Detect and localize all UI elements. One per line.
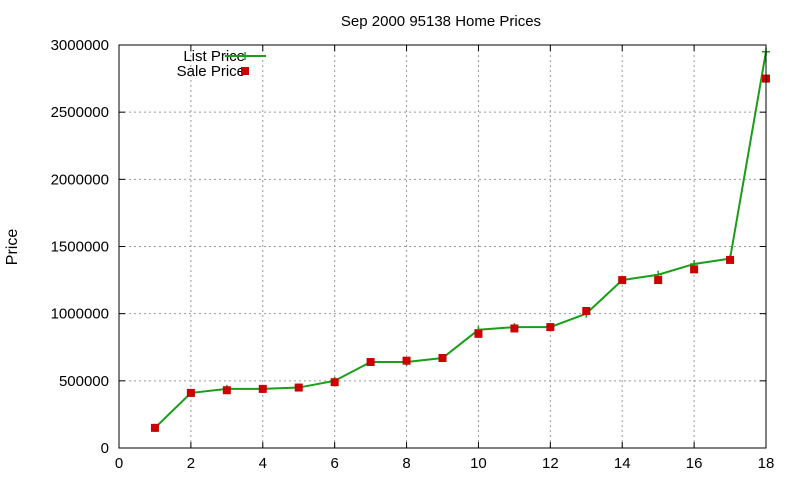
y-axis-label: Price bbox=[4, 229, 21, 266]
x-tick-label: 6 bbox=[330, 455, 338, 472]
grid-lines bbox=[119, 45, 766, 448]
series-1 bbox=[150, 74, 770, 432]
x-tick-label: 2 bbox=[187, 455, 195, 472]
x-tick-label: 14 bbox=[614, 455, 631, 472]
sale-price-point bbox=[618, 276, 627, 285]
sale-price-point bbox=[546, 323, 555, 332]
legend-plus-marker bbox=[241, 52, 249, 60]
x-tick-label: 18 bbox=[758, 455, 775, 472]
sale-price-point bbox=[258, 384, 267, 393]
sale-price-point bbox=[330, 378, 339, 387]
sale-price-point bbox=[402, 356, 411, 365]
chart-title: Sep 2000 95138 Home Prices bbox=[341, 13, 541, 30]
sale-price-point bbox=[366, 358, 375, 367]
y-tick-label: 2000000 bbox=[51, 171, 109, 188]
y-tick-label: 1500000 bbox=[51, 239, 109, 256]
sale-price-point bbox=[690, 265, 699, 274]
legend-label-0: List Price bbox=[183, 48, 245, 65]
y-tick-label: 2500000 bbox=[51, 104, 109, 121]
sale-price-point bbox=[474, 329, 483, 338]
list-price-line bbox=[154, 51, 767, 429]
sale-price-point bbox=[582, 306, 591, 315]
sale-price-point bbox=[726, 255, 735, 264]
y-tick-label: 0 bbox=[101, 440, 109, 457]
y-tick-label: 3000000 bbox=[51, 37, 109, 54]
series-layer bbox=[150, 47, 770, 432]
sale-price-point bbox=[150, 423, 159, 432]
plot-frame bbox=[118, 44, 767, 449]
sale-price-point bbox=[186, 388, 195, 397]
x-tick-label: 4 bbox=[259, 455, 267, 472]
legend-square-marker bbox=[241, 67, 249, 75]
sale-price-point bbox=[438, 353, 447, 362]
sale-price-point bbox=[654, 276, 663, 285]
x-tick-label: 12 bbox=[542, 455, 559, 472]
legend-label-1: Sale Price bbox=[177, 63, 245, 80]
x-tick-label: 16 bbox=[686, 455, 703, 472]
x-tick-label: 10 bbox=[470, 455, 487, 472]
sale-price-point bbox=[222, 386, 231, 395]
x-tick-label: 0 bbox=[115, 455, 123, 472]
axis-ticks: 0 2 4 6 8 10 12 14 16 18 0 500000 1000000 1500000 2000… bbox=[51, 37, 775, 472]
sale-price-point bbox=[294, 383, 303, 392]
y-tick-label: 500000 bbox=[59, 373, 109, 390]
x-tick-label: 8 bbox=[402, 455, 410, 472]
sale-price-point bbox=[510, 324, 519, 333]
y-tick-label: 1000000 bbox=[51, 306, 109, 323]
series-0 bbox=[150, 47, 770, 432]
